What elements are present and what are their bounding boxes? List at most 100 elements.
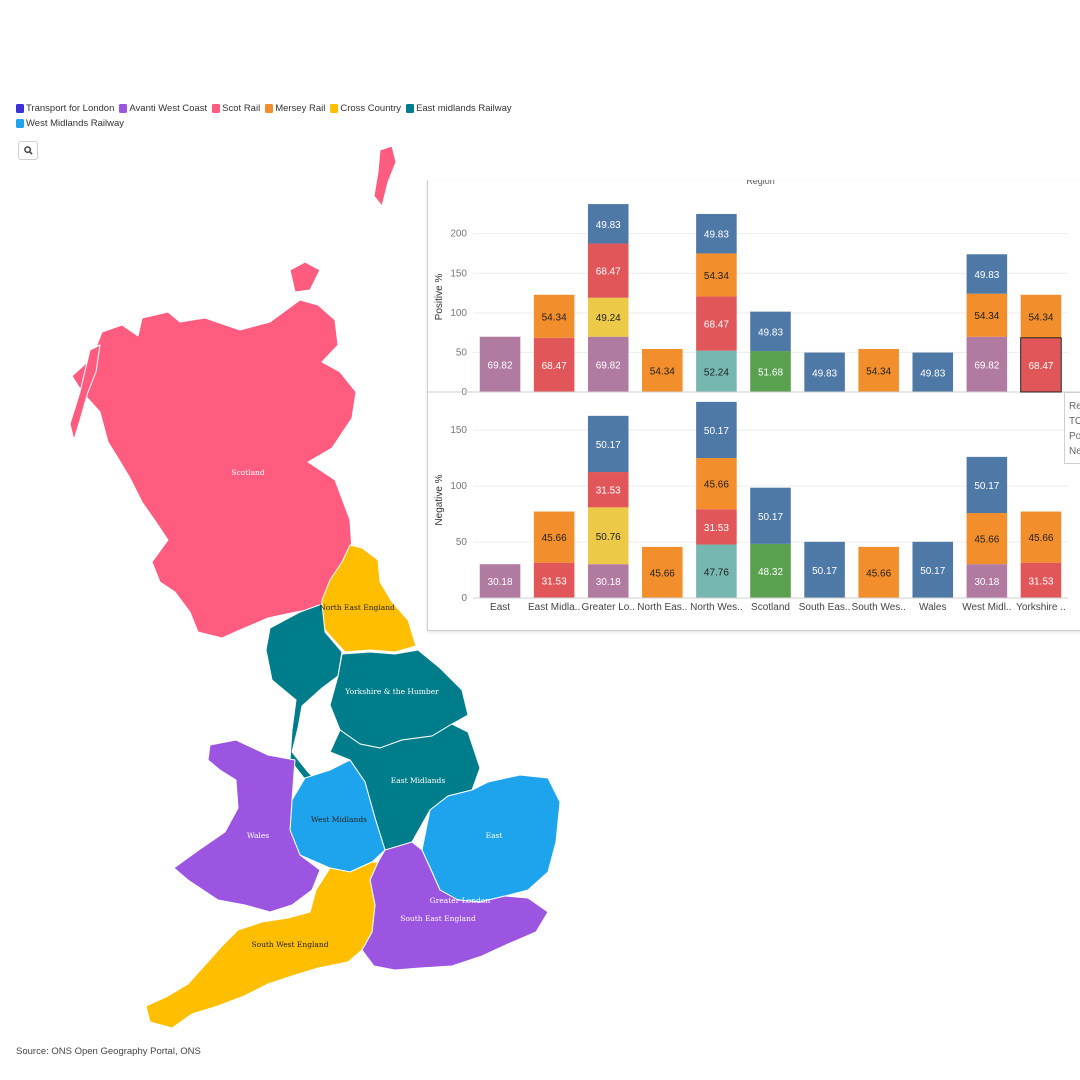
bar-value-label: 50.17 — [920, 566, 945, 577]
bar-segment[interactable] — [1020, 294, 1062, 338]
bar-segment[interactable] — [587, 336, 629, 392]
legend-item[interactable]: Transport for London — [16, 102, 114, 115]
bar-segment[interactable] — [966, 513, 1008, 565]
bar-segment[interactable] — [479, 564, 521, 598]
bar-segment[interactable] — [587, 415, 629, 473]
bar-value-label: 48.32 — [758, 567, 783, 578]
bar-segment[interactable] — [587, 204, 629, 244]
bar-segment[interactable] — [587, 297, 629, 337]
legend-swatch — [16, 104, 24, 113]
bar-segment[interactable] — [587, 564, 629, 598]
bar-value-label: 49.83 — [974, 270, 999, 281]
bar-value-label: 45.66 — [650, 568, 675, 579]
bar-value-label: 54.34 — [974, 311, 999, 322]
bar-segment[interactable] — [587, 507, 629, 565]
map-label-greater_london: Greater London — [430, 896, 491, 905]
bar-segment[interactable] — [696, 213, 737, 254]
bar-value-label: 50.17 — [758, 512, 783, 523]
source-note: Source: ONS Open Geography Portal, ONS — [16, 1046, 201, 1057]
chart-tooltip: Re TO Po Ne — [1064, 392, 1080, 464]
legend-item[interactable]: Avanti West Coast — [119, 102, 207, 115]
legend-item[interactable]: Scot Rail — [212, 102, 260, 115]
bar-value-label: 45.66 — [542, 533, 567, 544]
bar-segment[interactable] — [750, 543, 791, 598]
map-search-button[interactable] — [18, 141, 38, 160]
bar-segment[interactable] — [1020, 337, 1062, 392]
bar-segment[interactable] — [696, 544, 737, 598]
bar-segment[interactable] — [966, 336, 1008, 392]
bar-value-label: 49.83 — [758, 327, 783, 338]
bar-segment[interactable] — [587, 472, 629, 508]
bar-segment[interactable] — [858, 348, 899, 392]
map-label-wales: Wales — [247, 831, 269, 840]
bar-segment[interactable] — [642, 546, 683, 598]
bar-segment[interactable] — [966, 254, 1008, 294]
legend-item[interactable]: West Midlands Railway — [16, 117, 124, 130]
x-tick-label: North Eas.. — [637, 602, 687, 613]
bar-value-label: 49.83 — [704, 230, 729, 241]
bar-segment[interactable] — [533, 511, 575, 563]
y-tick-label: 50 — [456, 347, 468, 358]
x-tick-label: Wales — [919, 602, 946, 613]
uk-region-map: Scotland North East England Yorkshire & th… — [69, 145, 561, 1029]
map-label-west_midlands: West Midlands — [311, 815, 367, 824]
bar-segment[interactable] — [533, 562, 575, 598]
x-tick-label: South Eas.. — [799, 602, 851, 613]
bar-segment[interactable] — [858, 546, 899, 598]
bar-segment[interactable] — [912, 352, 954, 392]
bar-segment[interactable] — [533, 294, 575, 338]
bar-segment[interactable] — [804, 352, 845, 392]
bar-value-label: 54.34 — [866, 366, 891, 377]
legend-item[interactable]: East midlands Railway — [406, 102, 512, 115]
legend-item[interactable]: Cross Country — [330, 102, 401, 115]
bar-value-label: 50.17 — [596, 440, 621, 451]
stacked-bar-chart: Region 0 50 100 150 200 Positive % 69.82 68.47 54… — [428, 176, 1080, 613]
region-north-east[interactable] — [321, 544, 417, 653]
y-axis-label-positive: Positive % — [434, 274, 445, 321]
bar-segment[interactable] — [642, 348, 683, 392]
bar-value-label: 69.82 — [596, 360, 621, 371]
bar-segment[interactable] — [912, 541, 954, 598]
bar-segment[interactable] — [696, 253, 737, 297]
bar-segment[interactable] — [1020, 511, 1062, 563]
bar-segment[interactable] — [750, 487, 791, 544]
bar-segment[interactable] — [696, 458, 737, 510]
bar-segment[interactable] — [804, 541, 845, 598]
bar-segment[interactable] — [587, 243, 629, 298]
bar-value-label: 50.76 — [596, 532, 621, 543]
bar-segment[interactable] — [966, 564, 1008, 598]
bar-value-label: 69.82 — [488, 360, 513, 371]
legend-swatch — [212, 104, 221, 113]
bar-value-label: 49.83 — [596, 220, 621, 231]
selected-bar-outline — [1020, 337, 1062, 393]
bar-segment[interactable] — [696, 401, 737, 459]
bar-segment[interactable] — [696, 350, 737, 392]
bar-segment[interactable] — [750, 311, 791, 352]
bar-value-label: 45.66 — [704, 480, 729, 491]
x-tick-label: Yorkshire .. — [1016, 602, 1066, 613]
region-scotland[interactable] — [71, 299, 357, 639]
bar-value-label: 54.34 — [704, 271, 729, 282]
bar-segment[interactable] — [750, 351, 791, 392]
legend-swatch — [265, 104, 274, 113]
island-orkney — [289, 261, 321, 293]
bar-segment[interactable] — [1020, 562, 1062, 598]
legend-label: Mersey Rail — [275, 103, 326, 114]
chart-panel: Region 0 50 100 150 200 Positive % 69.82 68.47 54… — [427, 176, 1080, 631]
region-wales[interactable] — [173, 739, 321, 913]
bar-value-label: 31.53 — [596, 486, 621, 497]
region-north-west[interactable] — [265, 603, 343, 785]
bar-segment[interactable] — [696, 509, 737, 545]
x-tick-label: North Wes.. — [690, 602, 743, 613]
y-tick-label: 150 — [450, 425, 467, 436]
bar-segment[interactable] — [966, 293, 1008, 337]
bar-value-label: 30.18 — [488, 577, 513, 588]
map-label-south_west: South West England — [251, 940, 328, 949]
bar-segment[interactable] — [966, 456, 1008, 514]
legend-label: Cross Country — [340, 103, 402, 114]
region-south-west[interactable] — [145, 861, 379, 1029]
bar-segment[interactable] — [696, 296, 737, 351]
legend-item[interactable]: Mersey Rail — [265, 102, 325, 115]
bar-segment[interactable] — [479, 336, 521, 392]
bar-segment[interactable] — [533, 337, 575, 392]
